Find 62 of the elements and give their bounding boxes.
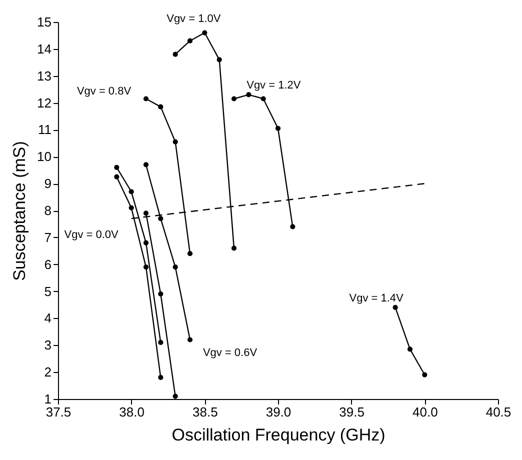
y-tick-label: 4 [44,310,52,326]
point [158,374,164,380]
y-tick-label: 10 [37,149,52,164]
point [407,346,413,352]
y-tick-label: 11 [38,122,52,138]
x-tick-label: 39.0 [266,404,292,420]
point [143,240,149,246]
point [114,164,120,170]
y-tick-label: 12 [37,95,52,110]
point [187,337,193,342]
annotation: Vgv = 1.2V [246,80,302,92]
y-tick-label: 6 [44,256,52,272]
point [216,57,222,62]
point [290,224,296,230]
point [231,96,237,102]
point [392,304,398,310]
point [172,394,178,399]
point [158,216,164,222]
point [128,189,134,194]
y-tick-label: 9 [44,176,52,192]
point [231,246,237,251]
y-tick-label: 3 [44,338,52,353]
text: 39.5 [339,404,364,420]
point [143,210,149,216]
point [422,372,428,378]
point [158,104,164,110]
point [143,96,149,102]
text: 37.5 [46,404,72,420]
x-tick-label: 38.0 [119,404,144,420]
y-tick-label: 15 [37,14,52,30]
point [158,291,164,297]
annotation: Vgv = 0.0V [64,228,120,241]
text: 40.5 [486,404,512,420]
y-tick-label: 1 [44,392,52,406]
y-tick-label: 5 [44,284,52,299]
y-tick-label: 14 [37,41,52,56]
x-axis-title: Oscillation Frequency (GHz) [172,426,386,444]
text: 38.5 [192,404,218,420]
y-axis-title: Susceptance (mS) [10,141,30,281]
annotation: Vgv = 1.0V [166,12,222,25]
annotation: Vgv = 0.6V [202,346,258,359]
point [187,38,193,44]
x-tick-label: 40.0 [412,404,438,420]
y-tick-label: 2 [44,364,52,380]
point [114,174,120,180]
annotation: Vgv = 0.8V [76,86,132,98]
point [246,92,252,98]
y-tick-label: 7 [44,230,52,245]
point [143,162,149,168]
point [172,52,178,57]
point [275,126,281,131]
point [128,205,134,210]
y-tick-label: 13 [37,68,52,84]
point [172,264,178,270]
point [143,264,149,270]
point [187,251,193,256]
annotation: Vgv = 1.4V [349,292,404,304]
point [202,30,208,36]
y-tick-label: 8 [44,203,52,218]
point [260,96,266,102]
point [158,340,164,345]
point [172,139,178,144]
